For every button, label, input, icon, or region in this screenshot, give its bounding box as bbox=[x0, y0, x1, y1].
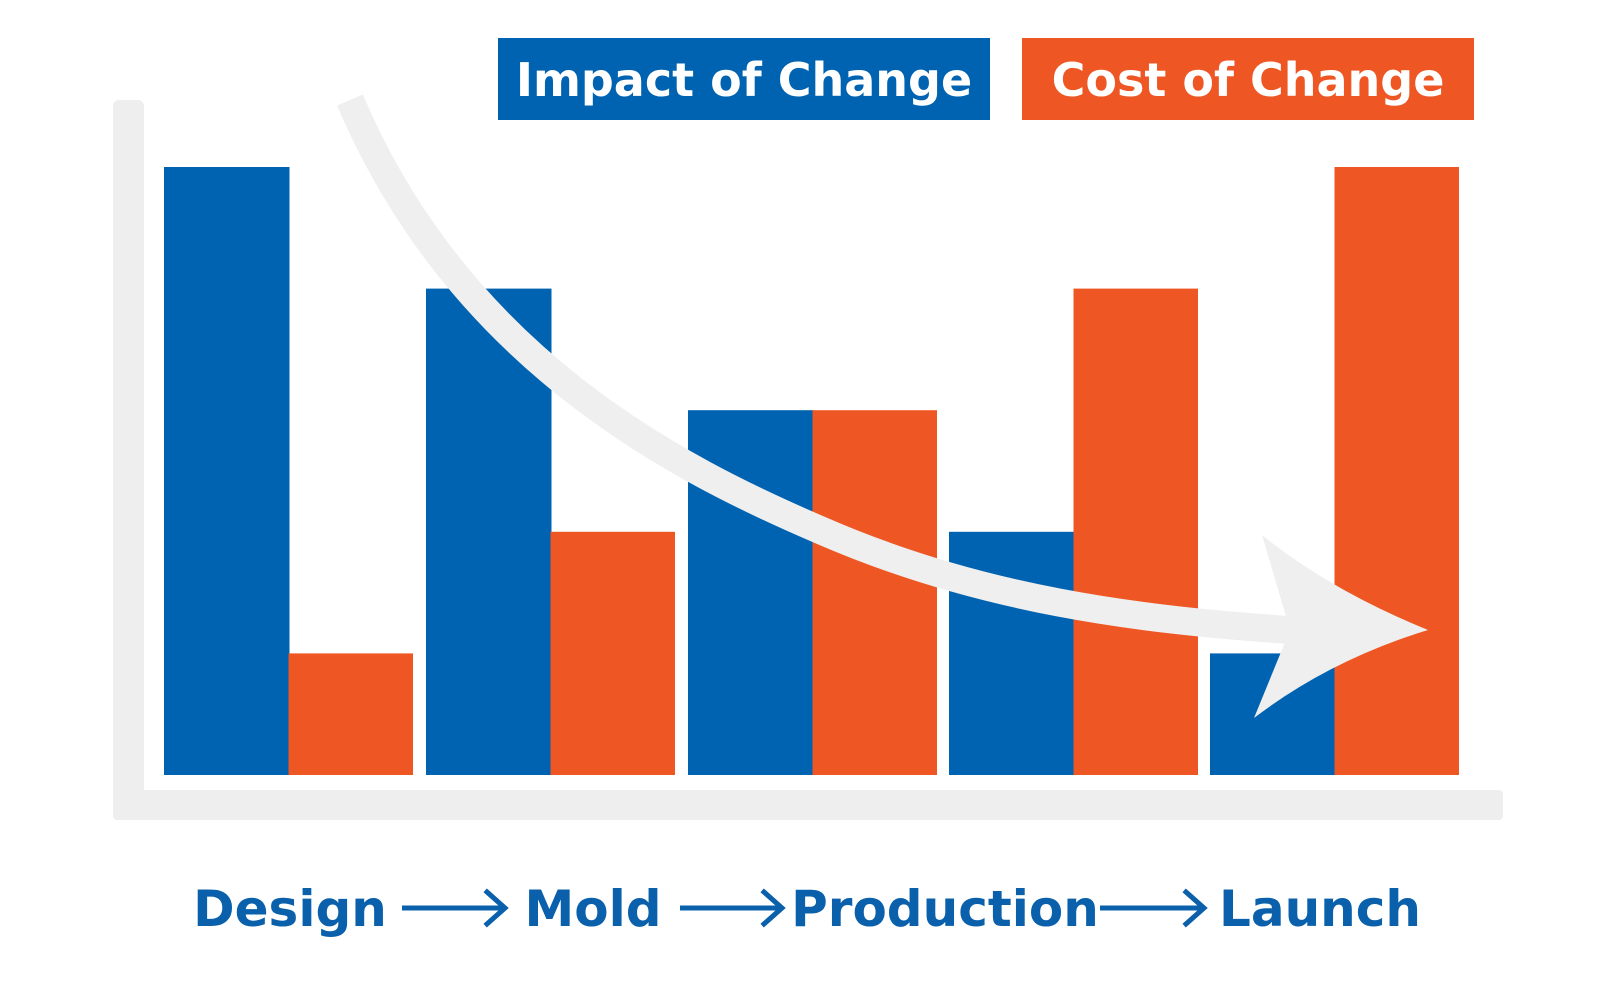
stage-flow-arrow-3-head bbox=[1182, 888, 1208, 928]
trend-arrow-layer bbox=[337, 94, 1428, 718]
axis-layer bbox=[113, 100, 1503, 820]
legend-cost-label: Cost of Change bbox=[1052, 53, 1445, 107]
legend-impact-swatch bbox=[498, 38, 990, 120]
stage-flow-arrow-1-head bbox=[483, 888, 509, 928]
legend-impact-label: Impact of Change bbox=[516, 53, 972, 107]
stage-label-production: Production bbox=[791, 880, 1099, 938]
y-axis-line bbox=[113, 100, 144, 820]
stage-label-design: Design bbox=[193, 880, 387, 938]
cost-bar-1 bbox=[288, 653, 413, 775]
stage-flow-arrow-2-head bbox=[760, 888, 786, 928]
stage-flow-arrow-3 bbox=[1100, 888, 1208, 928]
stage-label-mold: Mold bbox=[524, 880, 661, 938]
legend: Impact of Change Cost of Change bbox=[498, 38, 1474, 120]
bars-layer bbox=[164, 167, 1459, 775]
stage-flow: Design Mold Production Launch bbox=[193, 880, 1421, 938]
cost-bar-4 bbox=[1073, 288, 1198, 775]
stage-label-launch: Launch bbox=[1219, 880, 1421, 938]
stage-flow-arrow-1 bbox=[402, 888, 509, 928]
cost-bar-3 bbox=[812, 410, 937, 775]
x-axis-line bbox=[113, 790, 1503, 820]
trend-arrow-head bbox=[1254, 535, 1428, 718]
impact-bar-1 bbox=[164, 167, 290, 775]
cost-bar-5 bbox=[1334, 167, 1459, 775]
cost-bar-2 bbox=[550, 531, 675, 775]
trend-arrow-shaft bbox=[337, 94, 1291, 644]
legend-cost-swatch bbox=[1022, 38, 1474, 120]
stage-flow-arrow-2 bbox=[680, 888, 786, 928]
